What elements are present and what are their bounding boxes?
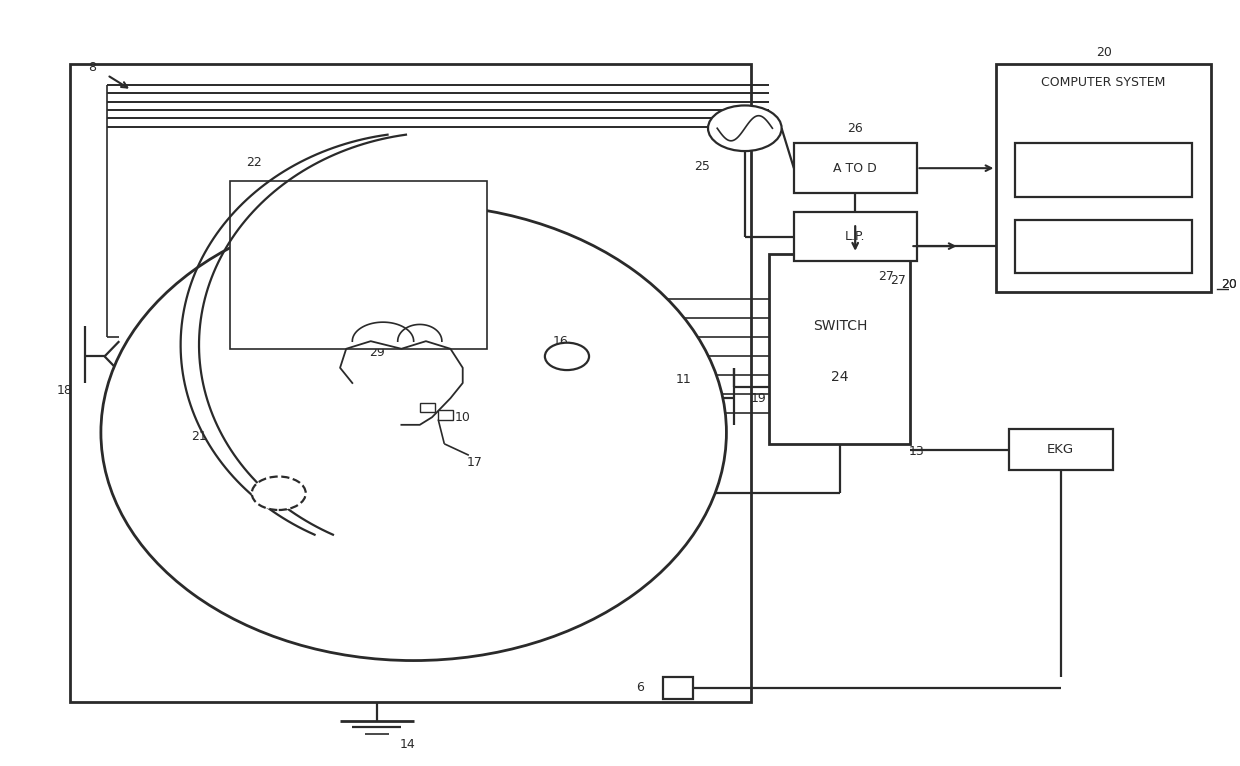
Circle shape [252, 476, 306, 510]
Bar [1014, 220, 1193, 273]
Text: 19: 19 [750, 391, 766, 404]
Text: 17: 17 [467, 457, 482, 470]
Text: 27: 27 [890, 273, 906, 286]
Text: 27: 27 [878, 270, 894, 283]
Bar [996, 64, 1211, 292]
Bar [794, 212, 916, 261]
Text: A TO D: A TO D [833, 162, 877, 175]
Text: 18: 18 [57, 384, 73, 397]
Text: 20: 20 [1221, 277, 1238, 290]
Text: PROCESSOR(S): PROCESSOR(S) [1059, 155, 1148, 169]
Bar [71, 64, 751, 702]
Text: 8: 8 [88, 61, 97, 74]
Text: 13: 13 [909, 445, 924, 458]
Text: 6: 6 [636, 682, 645, 695]
Bar [1008, 429, 1112, 470]
Text: COMPUTER SYSTEM: COMPUTER SYSTEM [1042, 76, 1166, 89]
Text: 25: 25 [694, 160, 709, 173]
Text: 21: 21 [191, 430, 207, 443]
Text: 23: 23 [1096, 251, 1111, 264]
Text: DISPLAY: DISPLAY [1078, 231, 1130, 244]
Text: 22: 22 [247, 156, 262, 169]
Text: 12: 12 [320, 182, 336, 195]
Text: 20: 20 [1096, 46, 1111, 59]
Text: 29: 29 [370, 346, 384, 359]
Text: 10: 10 [455, 411, 471, 424]
Text: 16: 16 [553, 335, 569, 348]
Text: 28: 28 [1096, 174, 1111, 187]
Text: L.P.: L.P. [844, 230, 866, 243]
Bar [229, 182, 487, 349]
Bar [794, 143, 916, 193]
Text: 11: 11 [676, 373, 692, 386]
Text: 14: 14 [399, 738, 415, 751]
Bar [662, 677, 693, 699]
Circle shape [708, 106, 781, 151]
Text: SWITCH: SWITCH [812, 319, 867, 333]
Text: EKG: EKG [1047, 443, 1074, 456]
Circle shape [544, 342, 589, 370]
Bar [1014, 143, 1193, 197]
Bar [438, 411, 453, 420]
Text: 20: 20 [1221, 277, 1238, 290]
Bar [769, 254, 910, 444]
Text: 31: 31 [259, 494, 274, 507]
Bar [420, 403, 434, 412]
Text: 24: 24 [831, 370, 848, 385]
Ellipse shape [100, 205, 727, 660]
Text: 26: 26 [847, 122, 863, 135]
